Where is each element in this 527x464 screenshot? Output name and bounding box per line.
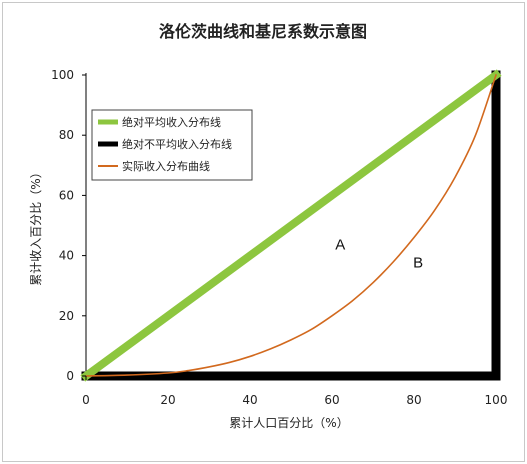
y-tick-label: 40 xyxy=(59,249,74,263)
x-tick-label: 100 xyxy=(485,393,508,407)
x-axis-label: 累计人口百分比（%） xyxy=(229,416,348,430)
lorenz-curve xyxy=(85,73,498,377)
x-tick-label: 20 xyxy=(160,393,175,407)
legend-label: 绝对不平均收入分布线 xyxy=(122,137,232,151)
annotations: AB xyxy=(335,237,423,272)
y-tick-label: 0 xyxy=(66,369,74,383)
y-tick-label: 20 xyxy=(59,309,74,323)
y-axis-label: 累计收入百分比（%） xyxy=(29,166,43,285)
legend-label: 实际收入分布曲线 xyxy=(122,159,210,173)
x-tick-label: 0 xyxy=(82,393,90,407)
chart-title: 洛伦茨曲线和基尼系数示意图 xyxy=(159,22,367,41)
x-tick-label: 60 xyxy=(324,393,339,407)
x-tick-label: 80 xyxy=(406,393,421,407)
x-tick-label: 40 xyxy=(242,393,257,407)
y-tick-label: 60 xyxy=(59,188,74,202)
y-tick-label: 100 xyxy=(51,68,74,82)
equality-line xyxy=(80,69,502,382)
y-tick-label: 80 xyxy=(59,128,74,142)
region-label-b: B xyxy=(413,255,423,272)
ticks-layer: 0 20 40 60 80 100 0 20 40 60 80 100 xyxy=(51,68,507,407)
region-label-a: A xyxy=(335,237,345,254)
legend-label: 绝对平均收入分布线 xyxy=(122,115,221,129)
legend-box xyxy=(91,109,253,181)
